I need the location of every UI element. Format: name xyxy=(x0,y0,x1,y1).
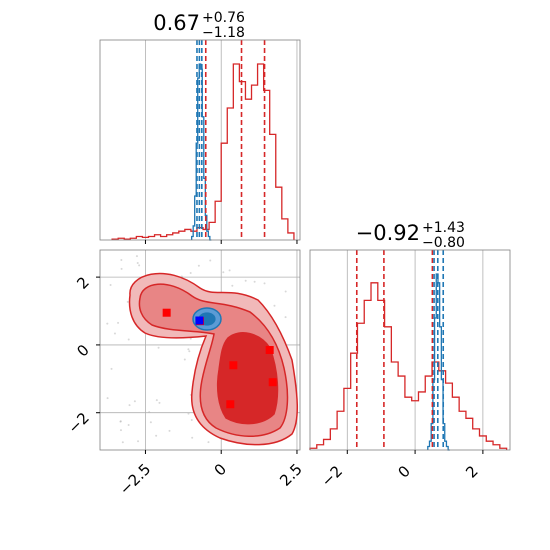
right-marginal-panel: −2 0 2 −0.92 +1.43 −0.80 xyxy=(309,220,511,490)
right-tick-label: −2 xyxy=(318,462,346,490)
right-title-plus: +1.43 xyxy=(422,220,465,236)
joint-scatter-point xyxy=(138,264,141,267)
right-tick-label: 2 xyxy=(462,462,481,481)
joint-scatter-point xyxy=(231,284,234,287)
joint-scatter-point xyxy=(207,441,210,444)
joint-scatter-point xyxy=(155,434,158,437)
joint-scatter-point xyxy=(117,321,120,324)
joint-red-marker xyxy=(265,346,274,354)
joint-scatter-point xyxy=(133,400,136,403)
joint-scatter-point xyxy=(158,401,161,404)
joint-scatter-point xyxy=(189,271,192,274)
joint-scatter-point xyxy=(136,262,139,265)
joint-red-marker xyxy=(162,308,171,317)
joint-x-tick-label: 2.5 xyxy=(276,460,306,490)
joint-scatter-point xyxy=(127,424,130,427)
joint-x-tick-label: 0 xyxy=(211,460,230,479)
top-marginal-grid xyxy=(145,40,298,240)
joint-scatter-point xyxy=(113,332,116,335)
top-marginal-vlines xyxy=(196,40,266,240)
joint-scatter-point xyxy=(284,316,287,319)
right-tick-label: 0 xyxy=(394,462,413,481)
joint-scatter-point xyxy=(119,420,122,423)
joint-scatter-point xyxy=(209,259,212,262)
joint-scatter-point xyxy=(273,304,276,307)
joint-scatter-point xyxy=(137,440,140,443)
joint-scatter-point xyxy=(222,271,225,274)
joint-scatter-point xyxy=(119,429,122,432)
joint-scatter-point xyxy=(127,338,130,341)
right-marginal-grid xyxy=(346,250,484,450)
joint-scatter-point xyxy=(135,255,138,258)
joint-scatter-point xyxy=(155,399,158,402)
joint-scatter-point xyxy=(126,300,129,303)
joint-scatter-point xyxy=(187,348,190,351)
joint-y-tick-label: 2 xyxy=(73,273,92,292)
joint-red-marker xyxy=(268,378,277,387)
joint-scatter-point xyxy=(120,258,123,261)
joint-scatter-point xyxy=(110,367,113,370)
joint-scatter-point xyxy=(149,421,152,424)
joint-scatter-point xyxy=(148,411,151,414)
joint-red-marker xyxy=(226,400,235,409)
joint-y-tick-label: −2 xyxy=(64,409,92,437)
joint-scatter-point xyxy=(183,358,186,361)
right-hist-red xyxy=(309,282,508,450)
joint-scatter-point xyxy=(190,418,193,421)
joint-markers xyxy=(162,308,277,409)
right-marginal-frame-bg xyxy=(310,250,510,450)
joint-y-tick-label: 0 xyxy=(73,341,92,360)
joint-x-tick-label: −2.5 xyxy=(116,460,154,498)
joint-scatter-point xyxy=(106,322,109,325)
top-marginal-ticks xyxy=(144,240,298,244)
joint-contours xyxy=(128,272,299,446)
joint-frame xyxy=(99,249,301,451)
joint-scatter-point xyxy=(168,429,171,432)
top-title-value: 0.67 xyxy=(153,11,200,35)
joint-scatter-point xyxy=(284,290,287,293)
joint-scatter-point xyxy=(263,282,266,285)
joint-scatter-point xyxy=(244,279,247,282)
top-marginal-frame xyxy=(99,39,301,241)
top-marginal-series xyxy=(111,63,295,241)
right-title-minus: −0.80 xyxy=(422,235,465,251)
joint-red-marker xyxy=(229,361,238,370)
joint-panel: −2.5 0 2.5 2 0 −2 xyxy=(64,249,306,499)
right-marginal-ticks: −2 0 2 xyxy=(318,450,484,490)
joint-scatter-point xyxy=(121,441,124,444)
right-marginal-frame xyxy=(309,249,511,451)
joint-scatter-point xyxy=(197,264,200,267)
joint-scatter-point xyxy=(128,404,131,407)
joint-scatter-point xyxy=(106,397,109,400)
joint-scatter-point xyxy=(109,284,112,287)
right-marginal-vlines xyxy=(355,250,445,450)
joint-blue-marker xyxy=(195,316,204,325)
right-title-value: −0.92 xyxy=(356,221,420,245)
joint-scatter-point xyxy=(157,346,160,349)
top-hist-blue xyxy=(191,63,212,241)
top-title-minus: −1.18 xyxy=(202,25,245,41)
joint-scatter-point xyxy=(191,436,194,439)
joint-scatter-point xyxy=(253,280,256,283)
joint-scatter-point xyxy=(228,269,231,272)
joint-scatter-point xyxy=(187,412,190,415)
joint-scatter-point xyxy=(188,350,191,353)
top-marginal-panel: 0.67 +0.76 −1.18 xyxy=(99,10,301,244)
top-title-plus: +0.76 xyxy=(202,10,245,26)
joint-scatter-point xyxy=(120,267,123,270)
top-hist-red xyxy=(111,63,295,240)
